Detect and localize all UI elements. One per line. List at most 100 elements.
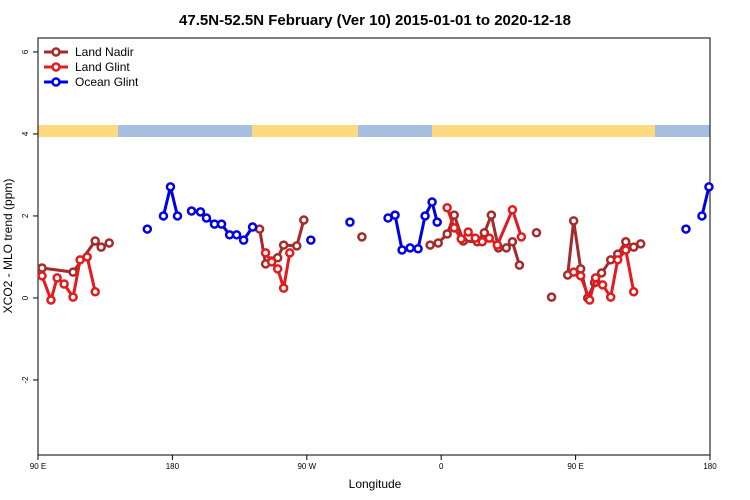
y-tick-label: 4 [21, 131, 30, 136]
data-point [68, 292, 78, 302]
legend-marker [51, 47, 61, 57]
data-point [427, 197, 437, 207]
data-point [605, 292, 616, 302]
data-point [449, 223, 459, 233]
legend-label: Ocean Glint [75, 75, 139, 89]
data-point [492, 240, 503, 250]
data-point [96, 242, 106, 252]
data-point [442, 229, 452, 239]
data-point [596, 268, 607, 278]
data-point [37, 271, 47, 281]
x-tick-label: 90 E [30, 462, 46, 471]
data-point [165, 182, 176, 192]
data-point [231, 230, 242, 240]
data-point [195, 207, 206, 217]
data-point [299, 215, 309, 225]
data-point [433, 238, 443, 248]
data-point [442, 203, 452, 213]
data-point [238, 235, 249, 245]
y-tick-label: -2 [21, 376, 30, 384]
data-point [479, 228, 490, 238]
data-point [697, 211, 707, 221]
data-point [628, 287, 639, 297]
data-point [158, 211, 169, 221]
data-point [285, 248, 295, 258]
data-point [68, 267, 78, 277]
data-point [568, 216, 579, 226]
data-point [514, 260, 525, 270]
x-tick-label: 0 [439, 462, 444, 471]
x-axis-label: Longitude [349, 477, 402, 491]
data-point [52, 273, 62, 283]
data-point [584, 295, 595, 305]
data-point [456, 234, 466, 244]
data-point [306, 235, 316, 245]
y-tick-label: 2 [21, 213, 30, 218]
y-axis-label: XCO2 - MLO trend (ppm) [1, 179, 15, 314]
data-point [46, 295, 56, 305]
ocean-strip [655, 125, 710, 137]
data-point [186, 206, 197, 216]
data-point [172, 211, 183, 221]
land-strip [252, 125, 358, 137]
legend-label: Land Nadir [75, 45, 134, 59]
plot-frame [37, 37, 711, 456]
data-point [397, 245, 407, 255]
data-point [357, 232, 367, 242]
land-strip [432, 125, 655, 137]
land-strip [38, 125, 118, 137]
data-point [90, 236, 100, 246]
data-point [590, 273, 601, 283]
data-point [681, 224, 691, 234]
data-point [484, 233, 495, 243]
data-point [272, 253, 283, 263]
series-line [40, 254, 97, 305]
x-tick-label: 180 [166, 462, 180, 471]
data-point [82, 252, 92, 262]
data-point [635, 239, 646, 249]
data-point [597, 280, 608, 290]
data-point [477, 237, 488, 247]
data-point [37, 263, 47, 273]
data-point [507, 205, 518, 215]
data-point [575, 271, 586, 281]
data-point [628, 242, 639, 252]
ocean-strip [118, 125, 252, 137]
ocean-strip [358, 125, 432, 137]
data-point [390, 210, 400, 220]
data-point [621, 237, 631, 247]
data-point [90, 287, 100, 297]
data-point [486, 210, 497, 220]
data-point [413, 244, 423, 254]
data-point [432, 217, 442, 227]
data-point [278, 240, 289, 250]
y-tick-label: 0 [21, 295, 30, 300]
data-point [266, 257, 277, 267]
surface-strip [38, 125, 710, 137]
data-point [345, 217, 355, 227]
data-point [59, 279, 69, 289]
data-point [247, 222, 258, 232]
data-point [612, 255, 623, 265]
data-point [260, 248, 271, 258]
data-point [278, 283, 289, 293]
legend-marker [51, 62, 61, 72]
data-point [201, 213, 212, 223]
x-tick-label: 180 [703, 462, 717, 471]
legend-label: Land Glint [75, 60, 130, 74]
data-point [704, 182, 714, 192]
chart-title: 47.5N-52.5N February (Ver 10) 2015-01-01… [179, 12, 571, 29]
data-point [546, 292, 557, 302]
data-point [463, 227, 473, 237]
legend-marker [51, 77, 61, 87]
data-point [507, 237, 518, 247]
data-point [272, 264, 283, 274]
data-point [405, 243, 415, 253]
data-point [516, 232, 527, 242]
data-point [568, 267, 579, 277]
series-line [700, 186, 711, 217]
data-point [531, 228, 542, 238]
data-point [425, 240, 435, 250]
data-point [621, 245, 631, 255]
